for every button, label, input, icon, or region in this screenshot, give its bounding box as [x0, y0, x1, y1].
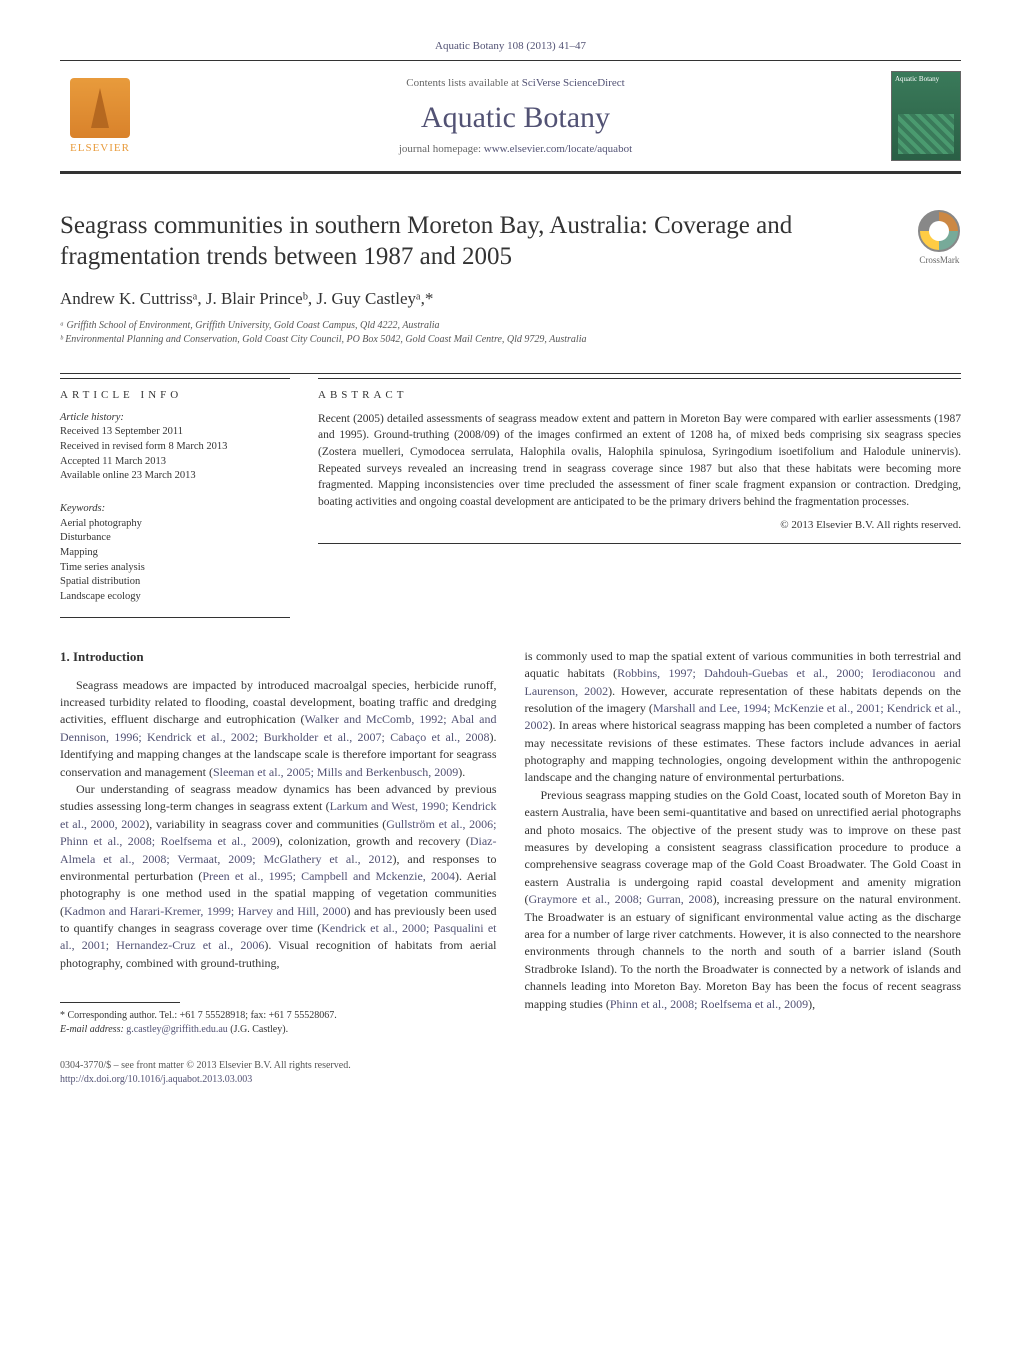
contents-prefix: Contents lists available at	[406, 77, 521, 89]
intro-heading: 1. Introduction	[60, 648, 497, 667]
body-columns: 1. Introduction Seagrass meadows are imp…	[60, 648, 961, 1087]
citation-link[interactable]: Preen et al., 1995; Campbell and Mckenzi…	[202, 869, 455, 883]
keywords-header: Keywords:	[60, 502, 290, 517]
article-title: Seagrass communities in southern Moreton…	[60, 210, 918, 273]
intro-p4: Previous seagrass mapping studies on the…	[525, 787, 962, 1013]
issn-line: 0304-3770/$ – see front matter © 2013 El…	[60, 1059, 497, 1073]
footnote-rule	[60, 1002, 180, 1003]
citation-link[interactable]: Kadmon and Harari-Kremer, 1999; Harvey a…	[64, 904, 346, 918]
corr-author-line: * Corresponding author. Tel.: +61 7 5552…	[60, 1009, 497, 1023]
citation-link[interactable]: Graymore et al., 2008; Gurran, 2008	[529, 892, 713, 906]
email-link[interactable]: g.castley@griffith.edu.au	[126, 1024, 228, 1035]
crossmark-label: CrossMark	[918, 255, 961, 265]
intro-p3: is commonly used to map the spatial exte…	[525, 648, 962, 787]
history-received: Received 13 September 2011	[60, 425, 290, 440]
article-info-column: ARTICLE INFO Article history: Received 1…	[60, 378, 290, 618]
intro-p1: Seagrass meadows are impacted by introdu…	[60, 677, 497, 781]
keyword-item: Spatial distribution	[60, 575, 290, 590]
keyword-item: Mapping	[60, 546, 290, 561]
authors: Andrew K. Cuttrissᵃ, J. Blair Princeᵇ, J…	[60, 289, 961, 309]
citation-link[interactable]: Phinn et al., 2008; Roelfsema et al., 20…	[610, 997, 808, 1011]
citation-link[interactable]: Sleeman et al., 2005; Mills and Berkenbu…	[213, 765, 458, 779]
journal-cover-thumbnail: Aquatic Botany	[891, 71, 961, 161]
email-label: E-mail address:	[60, 1024, 126, 1035]
history-revised: Received in revised form 8 March 2013	[60, 440, 290, 455]
history-online: Available online 23 March 2013	[60, 469, 290, 484]
abstract-column: ABSTRACT Recent (2005) detailed assessme…	[318, 378, 961, 618]
keyword-item: Disturbance	[60, 531, 290, 546]
masthead: ELSEVIER Contents lists available at Sci…	[60, 61, 961, 174]
article-title-block: Seagrass communities in southern Moreton…	[60, 210, 918, 273]
masthead-center: Contents lists available at SciVerse Sci…	[140, 77, 891, 155]
keyword-item: Aerial photography	[60, 517, 290, 532]
crossmark-badge[interactable]: CrossMark	[918, 210, 961, 265]
history-accepted: Accepted 11 March 2013	[60, 455, 290, 470]
keyword-item: Time series analysis	[60, 561, 290, 576]
keyword-item: Landscape ecology	[60, 590, 290, 605]
cover-label: Aquatic Botany	[895, 75, 939, 83]
homepage-link[interactable]: www.elsevier.com/locate/aquabot	[484, 143, 632, 155]
keywords: Keywords: Aerial photography Disturbance…	[60, 502, 290, 605]
doi-link[interactable]: http://dx.doi.org/10.1016/j.aquabot.2013…	[60, 1074, 252, 1085]
intro-p2: Our understanding of seagrass meadow dyn…	[60, 781, 497, 972]
sciencedirect-link[interactable]: SciVerse ScienceDirect	[522, 77, 625, 89]
abstract-copyright: © 2013 Elsevier B.V. All rights reserved…	[318, 519, 961, 531]
affiliation-a: ᵃ Griffith School of Environment, Griffi…	[60, 319, 961, 333]
email-who: (J.G. Castley).	[228, 1024, 288, 1035]
history-header: Article history:	[60, 411, 290, 426]
bottom-meta: 0304-3770/$ – see front matter © 2013 El…	[60, 1059, 497, 1087]
elsevier-tree-icon	[70, 78, 130, 138]
article-history: Article history: Received 13 September 2…	[60, 411, 290, 484]
abstract-label: ABSTRACT	[318, 389, 961, 401]
homepage-prefix: journal homepage:	[399, 143, 484, 155]
abstract-text: Recent (2005) detailed assessments of se…	[318, 411, 961, 511]
journal-title: Aquatic Botany	[140, 101, 891, 135]
article-info-label: ARTICLE INFO	[60, 389, 290, 401]
contents-line: Contents lists available at SciVerse Sci…	[140, 77, 891, 89]
elsevier-logo: ELSEVIER	[60, 78, 140, 154]
crossmark-icon	[918, 210, 960, 252]
affiliation-b: ᵇ Environmental Planning and Conservatio…	[60, 333, 961, 347]
elsevier-label: ELSEVIER	[60, 142, 140, 154]
column-right: is commonly used to map the spatial exte…	[525, 648, 962, 1087]
column-left: 1. Introduction Seagrass meadows are imp…	[60, 648, 497, 1087]
journal-header: Aquatic Botany 108 (2013) 41–47	[60, 40, 961, 61]
homepage-line: journal homepage: www.elsevier.com/locat…	[140, 143, 891, 155]
corresponding-footnote: * Corresponding author. Tel.: +61 7 5552…	[60, 1009, 497, 1037]
affiliations: ᵃ Griffith School of Environment, Griffi…	[60, 319, 961, 347]
